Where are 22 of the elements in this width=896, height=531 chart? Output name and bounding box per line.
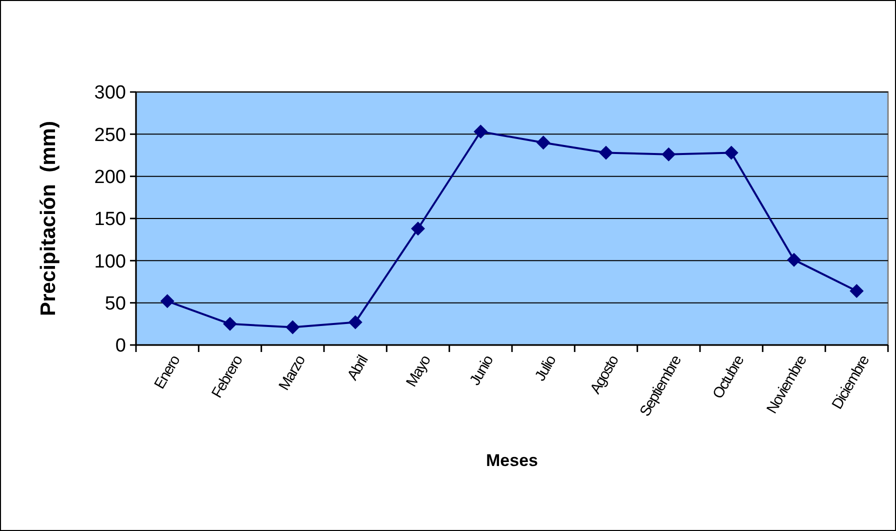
point: [724, 146, 738, 160]
point: [348, 315, 362, 330]
y-tick-label: 50: [104, 293, 126, 314]
point: [474, 124, 488, 139]
point: [223, 316, 237, 331]
point: [850, 284, 864, 298]
y-tick-label: 250: [94, 124, 126, 146]
y-tick-label: 150: [94, 209, 126, 230]
y-tick-label: 0: [115, 336, 126, 357]
y-tick-label: 300: [94, 82, 126, 104]
point: [662, 147, 676, 162]
point: [787, 252, 801, 267]
point: [160, 294, 174, 308]
point: [536, 136, 550, 150]
y-tick-label: 100: [94, 251, 126, 272]
x-axis-title: Meses: [486, 451, 538, 470]
x-tick-label: Julio: [532, 352, 560, 384]
point: [599, 146, 613, 160]
point: [286, 320, 300, 334]
point: [411, 222, 425, 236]
y-axis-title: Precipitación (mm): [37, 121, 60, 316]
y-tick-label: 200: [94, 166, 126, 188]
